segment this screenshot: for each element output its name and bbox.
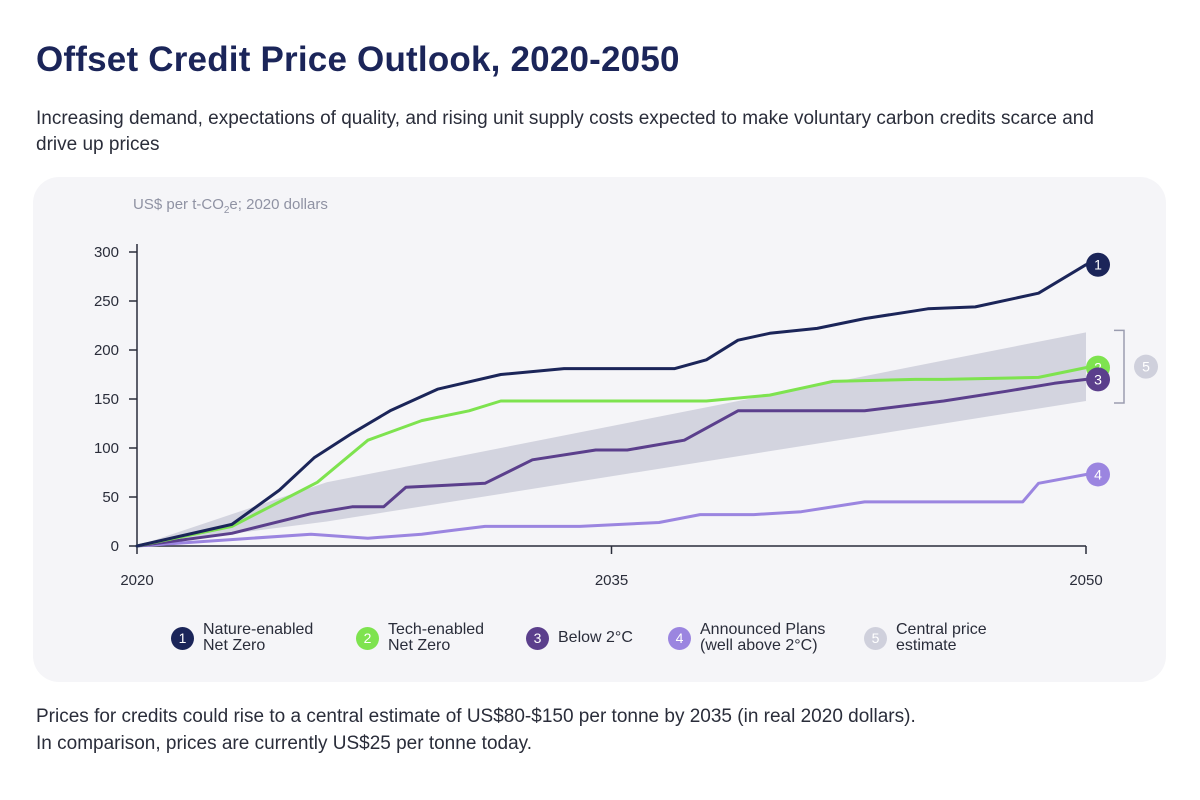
page-title: Offset Credit Price Outlook, 2020-2050 [36, 40, 680, 79]
footer-line-1: Prices for credits could rise to a centr… [36, 706, 916, 727]
x-tick-label: 2035 [595, 572, 628, 589]
legend-label: Below 2°C [558, 630, 633, 646]
unit-label-tail: e; 2020 dollars [229, 196, 328, 213]
band-badge-5 [1134, 354, 1158, 379]
x-tick-label: 2020 [120, 572, 153, 589]
legend-label-line: Nature-enabled [203, 621, 314, 638]
legend-label-line: Announced Plans [700, 621, 826, 638]
legend-badge-2: 2 [356, 627, 379, 650]
unit-label-subscript: 2 [223, 205, 230, 216]
x-tick-label: 2050 [1069, 572, 1102, 589]
band-badge-label: 5 [1142, 359, 1150, 375]
series-badge-4 [1086, 462, 1110, 487]
central-estimate-band [137, 332, 1086, 546]
legend-label-line: Net Zero [203, 637, 266, 654]
y-tick-label: 100 [94, 440, 119, 457]
legend-label-line: Tech-enabled [388, 621, 485, 638]
series-line-3 [135, 377, 1088, 548]
legend-label-line: Net Zero [388, 637, 451, 654]
legend-label-line: Below 2°C [558, 629, 633, 646]
unit-label-main: US$ per t-CO [133, 196, 224, 213]
footer-note: Prices for credits could rise to a centr… [36, 703, 916, 757]
legend-label-line: Central price [896, 621, 987, 638]
y-tick-label: 300 [94, 244, 119, 261]
y-tick-label: 150 [94, 391, 119, 408]
legend-label-line: estimate [896, 637, 957, 654]
legend-badge-3: 3 [526, 627, 549, 650]
legend-label: Central price estimate [896, 622, 987, 654]
series-line-1 [135, 263, 1088, 548]
legend-label: Tech-enabled Net Zero [388, 622, 484, 654]
legend-label: Nature-enabled Net Zero [203, 622, 313, 654]
series-badge-label: 3 [1094, 371, 1102, 387]
series-badge-3 [1086, 367, 1110, 392]
series-badge-1 [1086, 252, 1110, 277]
series-line-2 [135, 366, 1088, 548]
legend-label: Announced Plans (well above 2°C) [700, 622, 825, 654]
legend-badge-4: 4 [668, 627, 691, 650]
footer-line-2: In comparison, prices are currently US$2… [36, 733, 533, 754]
central-estimate-bracket [1114, 329, 1125, 404]
series-badge-label: 4 [1094, 466, 1102, 482]
legend-label-line: (well above 2°C) [700, 637, 818, 654]
series-badge-label: 1 [1094, 257, 1102, 273]
chart-legend: 1 Nature-enabled Net Zero 2 Tech-enabled… [0, 620, 1200, 660]
y-tick-label: 50 [102, 489, 119, 506]
y-tick-label: 200 [94, 342, 119, 359]
legend-badge-5: 5 [864, 627, 887, 650]
legend-badge-1: 1 [171, 627, 194, 650]
page-subtitle: Increasing demand, expectations of quali… [36, 108, 1094, 155]
series-line-4 [135, 473, 1088, 548]
y-tick-label: 250 [94, 293, 119, 310]
y-axis-unit-label: US$ per t-CO2e; 2020 dollars [133, 196, 328, 216]
y-tick-label: 0 [111, 538, 119, 555]
